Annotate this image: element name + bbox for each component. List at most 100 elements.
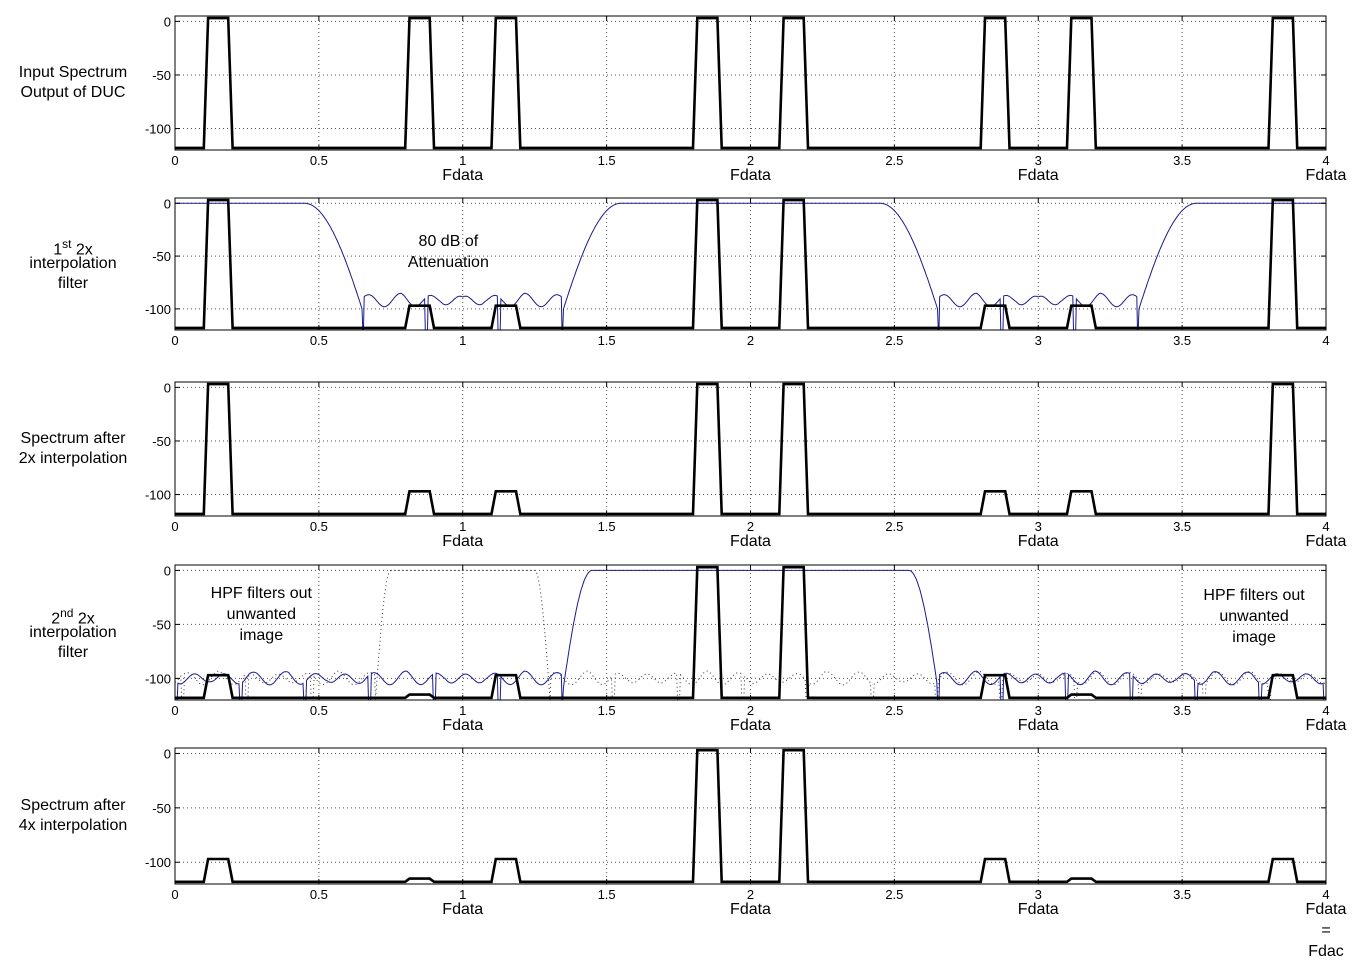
x-tick-label: 2.5 [885, 153, 903, 168]
x-tick-label: 0 [171, 153, 178, 168]
x-tick-label: 3.5 [1173, 519, 1191, 534]
x-tick-label: 0 [171, 703, 178, 718]
x-tick-label: 4 [1322, 333, 1329, 348]
panel-5: 0 0.5 1 1.5 2 2.5 3 3.5 4 0 -50 -100 [145, 746, 1330, 902]
y-tick-label: -50 [152, 434, 171, 449]
x-tick-label: 3.5 [1173, 333, 1191, 348]
annotation-text: unwanted [226, 606, 297, 624]
fdata-label: Fdata [730, 901, 771, 918]
x-tick-label: 0.5 [310, 519, 328, 534]
y-tick-label: 0 [164, 380, 171, 395]
x-tick-label: 3.5 [1173, 703, 1191, 718]
annotation-text: HPF filters out [1203, 587, 1305, 605]
x-tick-label: 1.5 [598, 333, 616, 348]
y-tick-label: 0 [164, 563, 171, 578]
panel-1: 0 0.5 1 1.5 2 2.5 3 3.5 4 0 -50 -100 [145, 14, 1330, 168]
fdata-label: Fdata [730, 533, 771, 550]
fdata-label: Fdata [442, 533, 484, 550]
annotation-text: HPF filters out [210, 585, 312, 603]
panel-ylabel-line: 1st 2x [53, 237, 93, 259]
x-tick-label: 3 [1035, 153, 1042, 168]
panel-ylabel-line: filter [57, 643, 89, 661]
fdata-label: Fdata [1305, 167, 1347, 184]
x-tick-label: 2.5 [885, 519, 903, 534]
x-tick-label: 2 [747, 519, 754, 534]
y-tick-label: -100 [145, 122, 171, 137]
y-tick-label: 0 [164, 746, 171, 761]
x-tick-label: 2 [747, 153, 754, 168]
x-tick-label: 0.5 [310, 887, 328, 902]
annotation-text: image [239, 627, 284, 645]
y-tick-label: 0 [164, 14, 171, 29]
x-tick-label: 0 [171, 333, 178, 348]
panel-ylabel-line: Output of DUC [20, 84, 126, 101]
y-tick-label: -100 [145, 855, 171, 870]
panel-ylabel-line: Input Spectrum [18, 64, 128, 81]
fdata-label: Fdata [730, 717, 771, 734]
x-tick-label: 2.5 [885, 703, 903, 718]
fdata-label: Fdata [1305, 901, 1347, 918]
fdata-label: Fdata [442, 901, 484, 918]
fdata-label: = [1321, 922, 1331, 939]
filter-response-line [175, 569, 1326, 700]
x-tick-label: 3.5 [1173, 153, 1191, 168]
x-tick-label: 1 [459, 333, 466, 348]
panel-4: 0 0.5 1 1.5 2 2.5 3 3.5 4 0 -50 -100 [145, 563, 1330, 718]
x-tick-label: 1 [459, 519, 466, 534]
annotation-text: Attenuation [407, 254, 489, 272]
y-tick-label: 0 [164, 196, 171, 211]
x-tick-label: 1.5 [598, 153, 616, 168]
fdata-label: Fdata [1305, 533, 1347, 550]
x-tick-label: 0.5 [310, 333, 328, 348]
x-tick-label: 1.5 [598, 519, 616, 534]
x-tick-label: 0 [171, 519, 178, 534]
x-tick-label: 4 [1322, 887, 1329, 902]
annotation-text: unwanted [1219, 608, 1289, 626]
x-tick-label: 4 [1322, 153, 1329, 168]
fdata-label: Fdata [1305, 717, 1347, 734]
x-tick-label: 2.5 [885, 887, 903, 902]
panel-ylabel-line: 2nd 2x [51, 605, 95, 627]
x-tick-label: 1 [459, 153, 466, 168]
x-tick-label: 2 [747, 887, 754, 902]
panel-3: 0 0.5 1 1.5 2 2.5 3 3.5 4 0 -50 -100 [145, 380, 1330, 534]
x-tick-label: 0.5 [310, 153, 328, 168]
annotation-text: image [1232, 629, 1276, 647]
x-tick-label: 3.5 [1173, 887, 1191, 902]
x-tick-label: 2 [747, 333, 754, 348]
x-tick-label: 0 [171, 887, 178, 902]
annotation-text: 80 dB of [418, 233, 479, 251]
fdata-label: Fdata [1017, 167, 1059, 184]
y-tick-label: -100 [145, 671, 171, 686]
x-tick-label: 1.5 [598, 703, 616, 718]
x-tick-label: 2.5 [885, 333, 903, 348]
x-tick-label: 1 [459, 703, 466, 718]
y-tick-label: -100 [145, 488, 171, 503]
fdata-label: Fdata [442, 167, 484, 184]
x-tick-label: 2 [747, 703, 754, 718]
x-tick-label: 3 [1035, 333, 1042, 348]
x-tick-label: 3 [1035, 703, 1042, 718]
x-tick-label: 3 [1035, 519, 1042, 534]
x-tick-label: 0.5 [310, 703, 328, 718]
x-tick-label: 4 [1322, 703, 1329, 718]
panel-ylabel-line: Spectrum after [20, 430, 126, 447]
panel-ylabel-line: 2x interpolation [18, 450, 128, 467]
fdata-label: Fdata [730, 167, 771, 184]
filter-response-line [175, 202, 1326, 330]
x-tick-label: 1.5 [598, 887, 616, 902]
fdata-label: Fdata [1017, 901, 1059, 918]
panel-ylabel-line: interpolation [29, 255, 117, 272]
panel-2: 0 0.5 1 1.5 2 2.5 3 3.5 4 0 -50 -100 [145, 196, 1330, 348]
x-tick-label: 4 [1322, 519, 1329, 534]
y-tick-label: -100 [145, 302, 171, 317]
fdata-label: Fdata [442, 717, 484, 734]
panel-ylabel-line: filter [57, 275, 89, 292]
fdata-label: Fdata [1017, 717, 1059, 734]
panel-ylabel-line: 4x interpolation [18, 817, 128, 834]
x-tick-label: 1 [459, 887, 466, 902]
y-tick-label: -50 [152, 801, 171, 816]
fdata-label: Fdata [1017, 533, 1059, 550]
panel-ylabel-line: Spectrum after [20, 797, 126, 814]
